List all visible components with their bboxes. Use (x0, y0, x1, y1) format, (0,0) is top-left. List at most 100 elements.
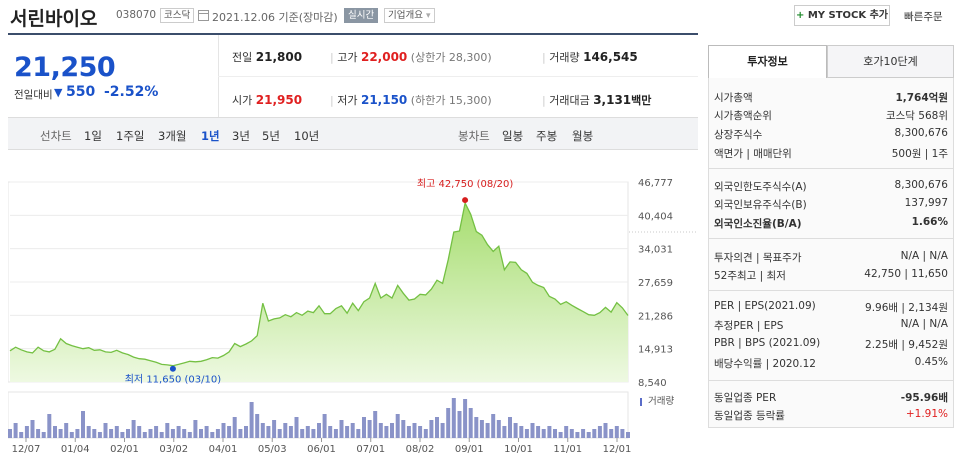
industry-change-label[interactable]: 동일업종 등락률 (714, 410, 785, 422)
volume-bar (81, 411, 85, 438)
high-annotation: 최고 42,750 (08/20) (417, 178, 513, 190)
x-tick-label: 01/04 (61, 444, 90, 455)
stock-name: 서린바이오 (10, 8, 98, 30)
open-price: 시가 21,950 (232, 92, 302, 108)
price-chart[interactable]: 46,777 40,404 34,031 27,659 21,286 14,913 8,54… (8, 152, 698, 457)
volume-bar (277, 429, 282, 438)
volume-bar (86, 426, 91, 438)
x-tick-label: 06/01 (307, 444, 336, 455)
volume-bars (8, 398, 630, 438)
tab-1week[interactable]: 1주일 (116, 129, 145, 143)
dividend-label: 배당수익률 | 2020.12 (714, 358, 816, 370)
tab-hoga-10[interactable]: 호가10단계 (827, 45, 954, 78)
volume-bar (463, 399, 468, 438)
y-tick-label: 8,540 (638, 378, 667, 389)
add-mystock-label: MY STOCK 추가 (807, 10, 889, 21)
market-cap-rank-label[interactable]: 시가총액순위 (714, 110, 772, 122)
volume-bar (13, 423, 18, 438)
market-cap-rank-value: 코스닥 568위 (885, 110, 948, 122)
volume-bar (154, 426, 159, 438)
price-area (10, 203, 628, 382)
invest-info-panel (708, 78, 954, 428)
volume-bar (620, 429, 625, 438)
foreign-holding-value: 137,997 (904, 197, 948, 209)
volume-bar (614, 426, 619, 438)
tab-weekly[interactable]: 주봉 (536, 129, 558, 143)
chart-period-tabs (8, 118, 698, 150)
volume-bar (131, 420, 136, 438)
volume-bar (260, 423, 265, 438)
y-tick-label: 14,913 (638, 345, 673, 356)
foreign-ratio-value: 1.66% (911, 216, 948, 228)
divider (708, 168, 954, 169)
per-eps-label: PER | EPS(2021.09) (714, 300, 816, 312)
volume-bar (294, 417, 299, 438)
volume-bar (345, 426, 350, 438)
volume-bar (249, 402, 254, 438)
volume-bar (182, 429, 187, 438)
calendar-icon (198, 10, 209, 21)
volume-bar (474, 417, 479, 438)
volume-value: 146,545 (583, 50, 638, 64)
volume-bar (524, 429, 529, 438)
x-tick-label: 12/07 (12, 444, 41, 455)
info-row: 추정PER | EPS N/A | N/A (714, 318, 948, 334)
info-row: PER | EPS(2021.09) 9.96배 | 2,134원 (714, 300, 948, 316)
tab-candle-chart[interactable]: 봉차트 (458, 129, 490, 143)
volume-bar (97, 432, 102, 438)
volume-bar (238, 429, 243, 438)
foreign-limit-label: 외국인한도주식수(A) (714, 181, 807, 193)
current-price: 21,250 (14, 52, 116, 83)
plus-icon: + (795, 10, 805, 21)
x-tick-label: 05/03 (258, 444, 287, 455)
x-tick-label: 07/01 (356, 444, 385, 455)
tab-daily[interactable]: 일봉 (502, 129, 524, 143)
volume-bar (109, 429, 114, 438)
volume-bar (305, 426, 310, 438)
divider (708, 380, 954, 381)
high-label: 고가 (337, 51, 358, 64)
volume-bar (564, 426, 569, 438)
tab-1day[interactable]: 1일 (84, 129, 102, 143)
volume-legend-swatch (640, 398, 642, 406)
upper-limit: (상한가 28,300) (410, 51, 492, 64)
add-mystock-button[interactable]: + MY STOCK 추가 (794, 5, 890, 26)
company-overview-dropdown[interactable]: 기업개요 ▾ (384, 8, 435, 23)
info-row: 시가총액순위 코스닥 568위 (714, 108, 948, 124)
market-badge: 코스닥 (160, 8, 195, 23)
volume-bar (390, 423, 394, 438)
volume-bar (435, 417, 439, 438)
basis-date: 2021.12.06 기준(장마감) (212, 9, 338, 25)
tab-10year[interactable]: 10년 (294, 129, 320, 143)
tab-line-chart[interactable]: 선차트 (40, 129, 72, 143)
pbr-bps-label: PBR | BPS (2021.09) (714, 337, 821, 349)
volume-bar (586, 432, 591, 438)
tab-invest-info[interactable]: 투자정보 (708, 45, 827, 78)
industry-per-label[interactable]: 동일업종 PER (714, 392, 777, 404)
volume-bar (58, 429, 63, 438)
realtime-button[interactable]: 실시간 (344, 8, 379, 23)
tab-monthly[interactable]: 월봉 (572, 129, 594, 143)
volume-bar (339, 420, 344, 438)
tab-1year[interactable]: 1년 (201, 129, 220, 143)
open-value: 21,950 (255, 93, 303, 107)
volume-bar (457, 411, 462, 438)
volume-bar (519, 426, 524, 438)
volume-bar (288, 426, 293, 438)
tab-3year[interactable]: 3년 (232, 129, 250, 143)
tab-5year[interactable]: 5년 (262, 129, 280, 143)
volume-bar (64, 423, 69, 438)
volume-bar (232, 417, 237, 438)
week52-label: 52주최고 | 최저 (714, 270, 786, 282)
tab-3month[interactable]: 3개월 (158, 129, 187, 143)
compare-diff: 550 (66, 84, 96, 100)
volume-bar (53, 426, 57, 438)
volume-bar (446, 408, 451, 438)
date-text: 2021.12.06 (212, 11, 275, 24)
opinion-value: N/A | N/A (900, 250, 948, 262)
volume-bar (170, 429, 175, 438)
x-tick-label: 10/01 (504, 444, 533, 455)
quick-order-link[interactable]: 빠른주문 (904, 11, 943, 23)
volume-bar (423, 429, 428, 438)
chevron-down-icon: ▾ (426, 11, 431, 21)
